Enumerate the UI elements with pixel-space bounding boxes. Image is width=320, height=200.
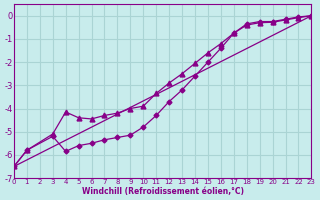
X-axis label: Windchill (Refroidissement éolien,°C): Windchill (Refroidissement éolien,°C) [82, 187, 244, 196]
